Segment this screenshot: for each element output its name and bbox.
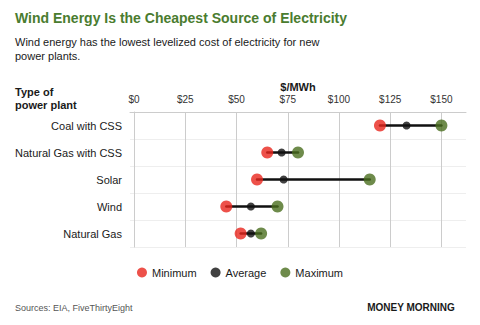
svg-text:Sources: EIA, FiveThirtyEight: Sources: EIA, FiveThirtyEight: [15, 303, 133, 313]
svg-text:$75: $75: [279, 94, 296, 105]
svg-text:$0: $0: [129, 94, 141, 105]
svg-text:$100: $100: [328, 94, 351, 105]
svg-text:Solar: Solar: [96, 174, 122, 186]
svg-text:MONEY MORNING: MONEY MORNING: [367, 302, 455, 313]
svg-text:Average: Average: [226, 267, 267, 279]
svg-text:power plants.: power plants.: [15, 50, 80, 62]
svg-text:Natural Gas: Natural Gas: [63, 228, 122, 240]
svg-text:$50: $50: [228, 94, 245, 105]
svg-text:Wind energy has the lowest lev: Wind energy has the lowest levelized cos…: [15, 36, 320, 48]
svg-text:Coal with CSS: Coal with CSS: [51, 120, 122, 132]
svg-text:$/MWh: $/MWh: [280, 81, 316, 93]
svg-text:Wind Energy Is the Cheapest So: Wind Energy Is the Cheapest Source of El…: [15, 10, 347, 26]
svg-text:Natural Gas with CSS: Natural Gas with CSS: [15, 147, 122, 159]
svg-text:$25: $25: [177, 94, 194, 105]
svg-text:power plant: power plant: [15, 99, 77, 111]
svg-text:$125: $125: [379, 94, 402, 105]
svg-text:Maximum: Maximum: [295, 267, 343, 279]
svg-text:$150: $150: [430, 94, 453, 105]
svg-text:Wind: Wind: [97, 201, 122, 213]
svg-text:Minimum: Minimum: [152, 267, 197, 279]
svg-text:Type of: Type of: [15, 86, 54, 98]
